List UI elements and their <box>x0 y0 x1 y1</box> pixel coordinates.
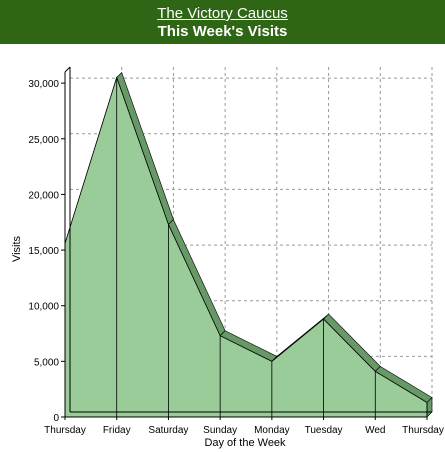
y-tick-labels: 0 5,000 10,000 15,000 20,000 25,000 30,000 <box>28 79 59 424</box>
x-tick-label: Sunday <box>203 425 237 436</box>
x-tick-label: Tuesday <box>305 425 343 436</box>
y-tick-label: 30,000 <box>28 79 59 90</box>
x-tick-label: Saturday <box>148 425 188 436</box>
x-axis-label: Day of the Week <box>204 437 286 449</box>
chart-header: The Victory Caucus This Week's Visits <box>0 0 445 44</box>
x-tick-label: Wed <box>365 425 385 436</box>
visits-area-chart: 0 5,000 10,000 15,000 20,000 25,000 30,000 Thu… <box>11 66 444 449</box>
x-tick-labels: Thursday Friday Saturday Sunday Monday Tuesda… <box>44 425 444 436</box>
y-axis-label: Visits <box>11 235 23 262</box>
y-tick-label: 15,000 <box>28 246 59 257</box>
y-tick-label: 5,000 <box>34 357 59 368</box>
y-tick-label: 20,000 <box>28 190 59 201</box>
y-tick-label: 10,000 <box>28 302 59 313</box>
area-series <box>64 72 433 418</box>
y-tick-label: 0 <box>53 413 59 424</box>
y-tick-label: 25,000 <box>28 135 59 146</box>
chart-title: This Week's Visits <box>157 23 288 40</box>
x-tick-label: Thursday <box>402 425 444 436</box>
x-tick-label: Thursday <box>44 425 86 436</box>
x-tick-label: Monday <box>254 425 290 436</box>
x-tick-label: Friday <box>103 425 131 436</box>
axes <box>61 66 432 420</box>
site-link[interactable]: The Victory Caucus <box>157 5 288 22</box>
depth-edge-top <box>64 66 71 73</box>
